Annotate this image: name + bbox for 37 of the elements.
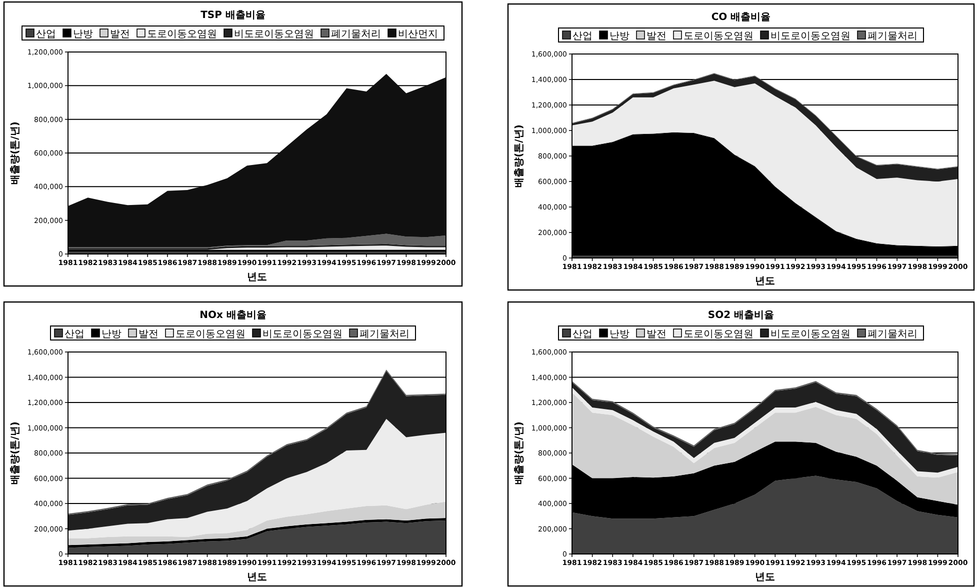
legend-label: 산업 bbox=[36, 29, 56, 40]
chart-title: CO 배출비율 bbox=[711, 12, 771, 23]
x-axis-title: 년도 bbox=[755, 572, 775, 583]
legend-label: 도로이동오염원 bbox=[684, 329, 754, 340]
legend-label: 난방 bbox=[102, 329, 122, 340]
legend-label: 산업 bbox=[572, 31, 592, 42]
y-axis-title: 배출량(톤/년) bbox=[10, 122, 21, 184]
legend-label: 산업 bbox=[64, 329, 84, 340]
legend-label: 폐기물처리 bbox=[331, 29, 381, 40]
legend-label: 발전 bbox=[110, 29, 130, 40]
chart-title: SO2 배출비율 bbox=[708, 310, 774, 321]
legend-label: 비도로이동오염원 bbox=[234, 29, 314, 40]
legend-label: 비도로이동오염원 bbox=[770, 329, 850, 340]
chart-title: NOx 배출비율 bbox=[200, 310, 266, 321]
legend-label: 도로이동오염원 bbox=[176, 329, 246, 340]
chart-title: TSP 배출비율 bbox=[200, 10, 266, 21]
legend-label: 비도로이동오염원 bbox=[262, 329, 342, 340]
legend-label: 비산먼지 bbox=[398, 29, 438, 40]
legend-label: 발전 bbox=[646, 31, 666, 42]
x-axis-title: 년도 bbox=[247, 272, 267, 283]
legend-label: 도로이동오염원 bbox=[147, 29, 217, 40]
x-axis-title: 년도 bbox=[247, 572, 267, 583]
y-axis-title: 배출량(톤/년) bbox=[514, 422, 525, 484]
x-axis-title: 년도 bbox=[755, 276, 775, 287]
legend-label: 난방 bbox=[73, 29, 93, 40]
legend-label: 발전 bbox=[138, 329, 158, 340]
legend-label: 발전 bbox=[646, 329, 666, 340]
legend-label: 난방 bbox=[610, 31, 630, 42]
legend-label: 폐기물처리 bbox=[360, 329, 410, 340]
legend-label: 폐기물처리 bbox=[868, 31, 918, 42]
legend-label: 산업 bbox=[572, 329, 592, 340]
legend-label: 난방 bbox=[610, 329, 630, 340]
legend-label: 폐기물처리 bbox=[868, 329, 918, 340]
y-axis-title: 배출량(톤/년) bbox=[10, 422, 21, 484]
y-axis-title: 배출량(톤/년) bbox=[514, 124, 525, 188]
legend-label: 비도로이동오염원 bbox=[770, 31, 850, 42]
legend-label: 도로이동오염원 bbox=[684, 31, 754, 42]
